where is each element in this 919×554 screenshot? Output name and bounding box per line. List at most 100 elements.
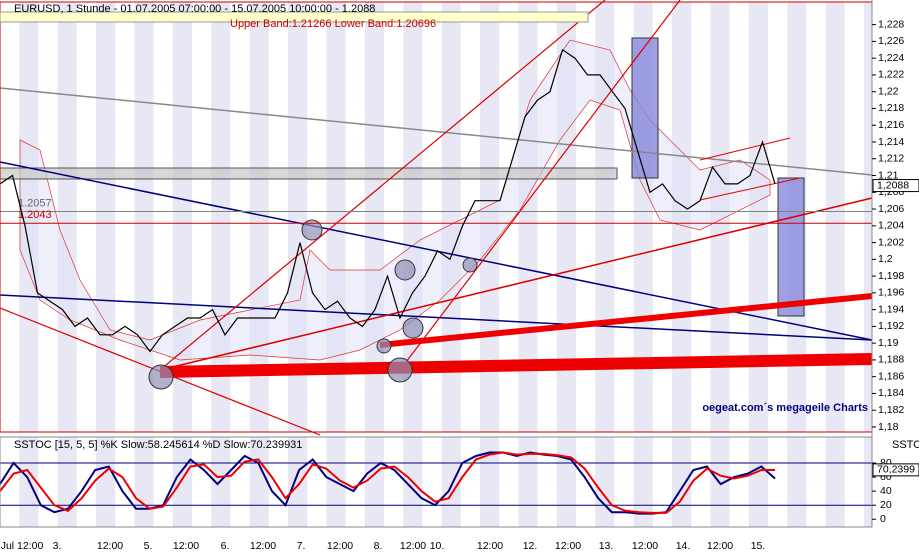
y-tick-label: 1,218 xyxy=(878,102,904,114)
x-tick-label: 12:00 xyxy=(707,540,733,552)
stripe xyxy=(441,437,461,527)
stripe xyxy=(595,437,615,527)
trendline xyxy=(159,353,873,378)
x-tick-label: 12. xyxy=(523,540,538,552)
circle-marker xyxy=(387,357,413,383)
price-tag xyxy=(872,463,919,477)
line xyxy=(0,451,776,515)
y-tick-label: 1,222 xyxy=(878,69,904,81)
stripe xyxy=(480,437,500,527)
y-tick-label: 1,2 xyxy=(878,253,893,265)
drawings xyxy=(0,0,873,436)
stripe xyxy=(518,437,538,527)
stripe xyxy=(96,437,116,527)
trendline xyxy=(379,293,873,348)
axis-title: SSTOC xyxy=(892,439,919,451)
y-tick-label: 1,204 xyxy=(878,220,904,232)
y-tick-label: 1,21 xyxy=(878,169,899,181)
price-tag-label: 1,2088 xyxy=(877,179,909,191)
level-label: 1.2057 xyxy=(18,197,52,209)
x-tick-label: 12:00 xyxy=(477,540,503,552)
circle-marker xyxy=(462,257,478,273)
y-tick-label: 40 xyxy=(880,485,892,497)
x-tick-label: 10. xyxy=(430,540,445,552)
y-tick-label: 1,192 xyxy=(878,320,904,332)
y-tick-label: 1,188 xyxy=(878,354,904,366)
y-tick-label: 1,202 xyxy=(878,236,904,248)
x-tick-label: 3. xyxy=(53,540,62,552)
circle-marker xyxy=(402,317,424,339)
line xyxy=(0,48,776,353)
price-tag-label: 70,2399 xyxy=(877,464,915,476)
circle-marker xyxy=(376,338,392,354)
stripe xyxy=(134,437,154,527)
x-tick-label: 5. xyxy=(144,540,153,552)
x-tick-label: 8. xyxy=(374,540,383,552)
y-tick-label: 20 xyxy=(880,499,892,511)
stripe xyxy=(672,437,692,527)
stripe xyxy=(134,2,154,432)
line xyxy=(0,451,775,514)
level-label: 1.2043 xyxy=(18,209,52,221)
y-tick-label: 1,194 xyxy=(878,303,904,315)
stripe xyxy=(748,2,768,432)
x-tick-label: 12:00 xyxy=(327,540,353,552)
y-tick-label: 1,226 xyxy=(878,35,904,47)
x-tick-label: 12:00 xyxy=(400,540,426,552)
circle-marker xyxy=(301,219,323,241)
y-tick-label: 60 xyxy=(880,471,892,483)
stripe xyxy=(825,437,845,527)
y-tick-label: 1,228 xyxy=(878,18,904,30)
y-tick-label: 0 xyxy=(880,513,886,525)
y-tick-label: 1,184 xyxy=(878,387,904,399)
trendline xyxy=(0,294,873,341)
stripe xyxy=(96,2,116,432)
markers xyxy=(148,219,478,390)
subtitle: Upper Band:1.21266 Lower Band:1.20696 xyxy=(230,18,436,30)
stripe xyxy=(172,437,192,527)
x-tick-label: 12:00 xyxy=(173,540,199,552)
y-tick-label: 1,216 xyxy=(878,119,904,131)
trendline xyxy=(159,0,606,371)
y-tick-label: 1,214 xyxy=(878,136,904,148)
stripe xyxy=(633,437,653,527)
x-tick-label: 15. xyxy=(751,540,766,552)
stripe xyxy=(556,437,576,527)
y-tick-label: 1,186 xyxy=(878,370,904,382)
channel xyxy=(699,137,791,161)
x-tick-label: 6. xyxy=(221,540,230,552)
x-tick-label: 12:00 xyxy=(632,540,658,552)
zone xyxy=(777,177,805,317)
y-tick-label: 1,18 xyxy=(878,421,899,433)
axis-panel xyxy=(872,0,919,554)
title-box xyxy=(0,11,589,23)
y-tick-label: 80 xyxy=(880,457,892,469)
stripe xyxy=(364,437,384,527)
trendline xyxy=(159,197,873,371)
x-tick-label: Jul 12:00 xyxy=(1,540,44,552)
y-tick-label: 1,212 xyxy=(878,153,904,165)
circle-marker xyxy=(148,364,174,390)
annotation: oegeat.com´s megageile Charts xyxy=(702,402,868,414)
zone xyxy=(0,167,618,180)
y-tick-label: 1,22 xyxy=(878,85,899,97)
panel-title: SSTOC [15, 5, 5] %K Slow:58.245614 %D Sl… xyxy=(14,439,302,451)
trendline xyxy=(0,87,873,176)
stripe xyxy=(748,437,768,527)
x-tick-label: 12:00 xyxy=(97,540,123,552)
chart-title: EURUSD, 1 Stunde - 01.07.2005 07:00:00 -… xyxy=(14,3,375,15)
x-tick-label: 12:00 xyxy=(250,540,276,552)
stripe xyxy=(288,437,308,527)
y-tick-label: 1,198 xyxy=(878,270,904,282)
x-tick-label: 7. xyxy=(297,540,306,552)
x-tick-label: 12:00 xyxy=(555,540,581,552)
axes: 1,18 1,182 1,184 1,186 1,188 1,19 1,192 1,194 1,… xyxy=(1,18,919,552)
stripe xyxy=(441,2,461,432)
y-tick-label: 1,182 xyxy=(878,404,904,416)
stripe xyxy=(825,2,845,432)
y-tick-label: 1,19 xyxy=(878,337,899,349)
price-tag xyxy=(872,179,919,193)
stripe xyxy=(57,2,77,432)
